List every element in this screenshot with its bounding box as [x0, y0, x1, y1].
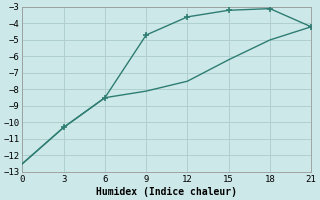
X-axis label: Humidex (Indice chaleur): Humidex (Indice chaleur) — [96, 186, 237, 197]
